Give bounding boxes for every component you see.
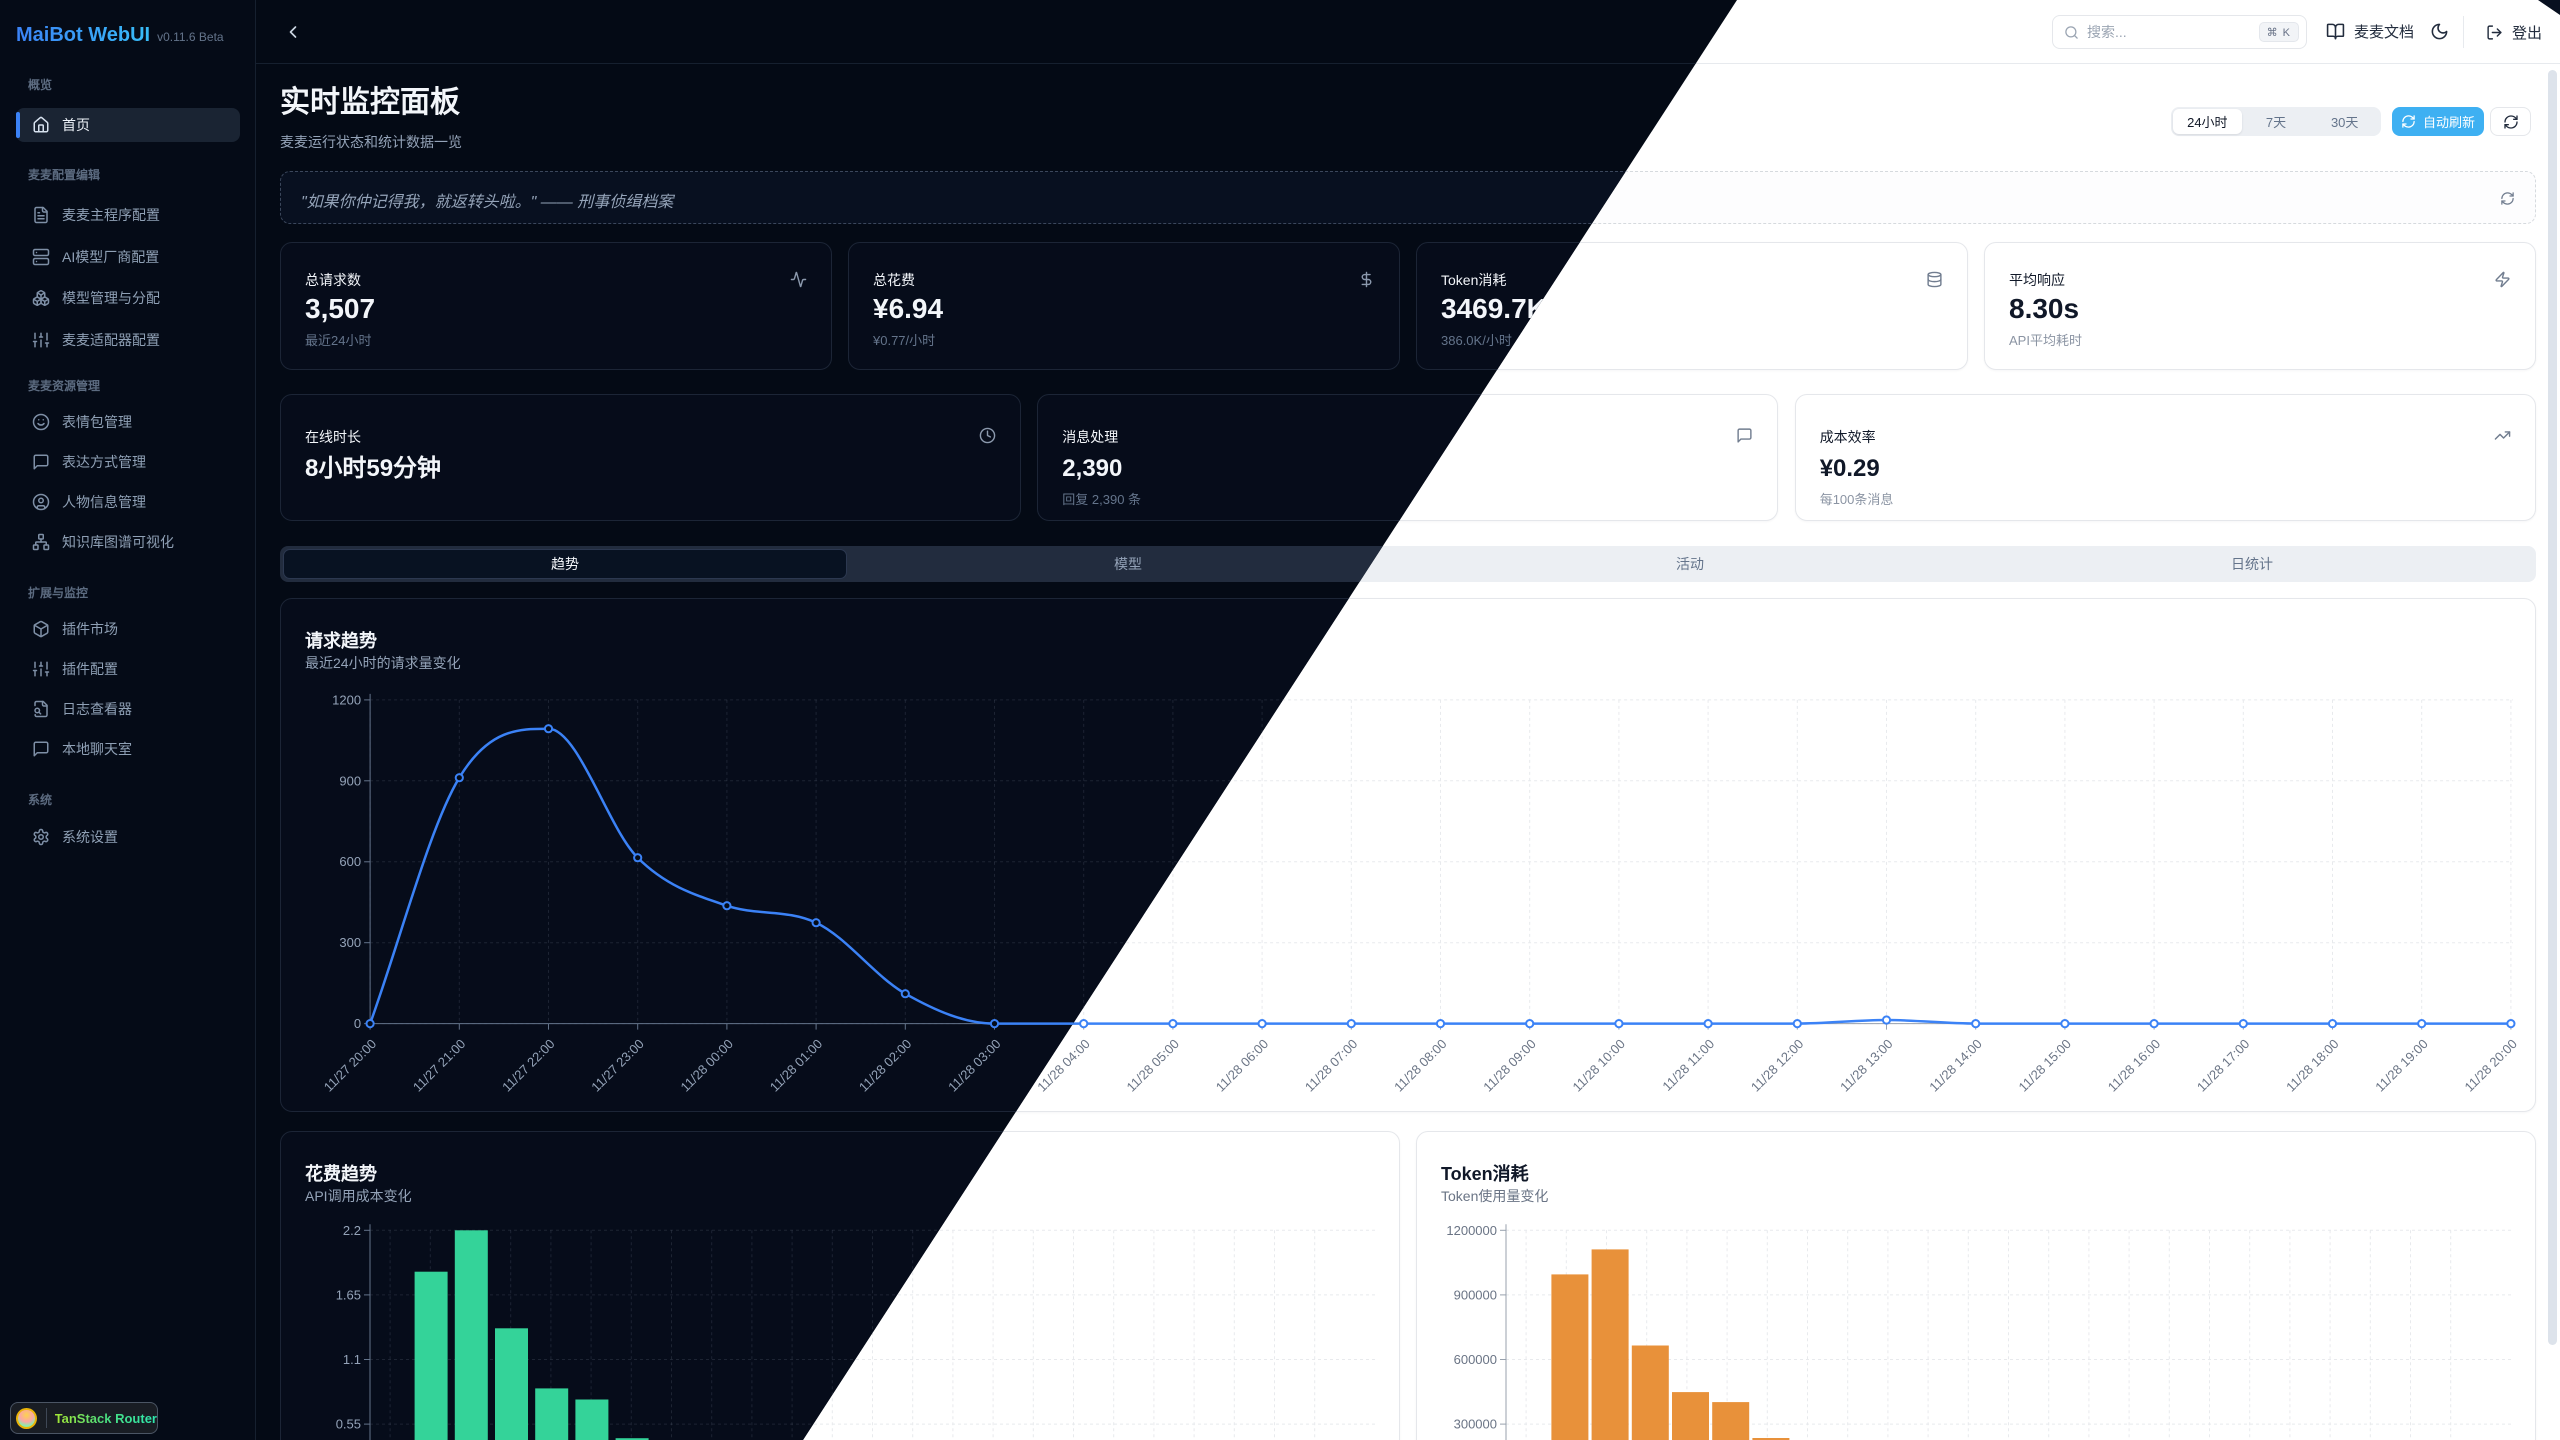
svg-text:11/28 19:00: 11/28 19:00 — [2372, 1036, 2430, 1094]
svg-text:900000: 900000 — [1454, 1287, 1497, 1302]
svg-text:0.55: 0.55 — [336, 1416, 361, 1431]
svg-text:1200000: 1200000 — [1446, 1223, 1497, 1238]
svg-text:1200: 1200 — [332, 693, 361, 708]
svg-text:11/28 03:00: 11/28 03:00 — [945, 1036, 1003, 1094]
svg-text:11/28 11:00: 11/28 11:00 — [1659, 1036, 1717, 1094]
svg-text:300: 300 — [339, 935, 361, 950]
svg-text:11/27 23:00: 11/27 23:00 — [588, 1036, 646, 1094]
svg-text:0: 0 — [354, 1016, 361, 1031]
svg-text:1.1: 1.1 — [343, 1352, 361, 1367]
svg-text:600000: 600000 — [1454, 1352, 1497, 1367]
svg-text:900: 900 — [339, 774, 361, 789]
svg-text:11/28 18:00: 11/28 18:00 — [2283, 1036, 2341, 1094]
svg-text:11/28 13:00: 11/28 13:00 — [1837, 1036, 1895, 1094]
svg-text:11/28 06:00: 11/28 06:00 — [1213, 1036, 1271, 1094]
svg-text:11/28 09:00: 11/28 09:00 — [1480, 1036, 1538, 1094]
svg-text:11/28 07:00: 11/28 07:00 — [1302, 1036, 1360, 1094]
svg-text:11/28 20:00: 11/28 20:00 — [2462, 1036, 2520, 1094]
svg-text:11/28 12:00: 11/28 12:00 — [1748, 1036, 1806, 1094]
svg-text:11/28 01:00: 11/28 01:00 — [767, 1036, 825, 1094]
svg-text:11/27 20:00: 11/27 20:00 — [321, 1036, 379, 1094]
svg-text:11/28 14:00: 11/28 14:00 — [1926, 1036, 1984, 1094]
svg-text:11/28 16:00: 11/28 16:00 — [2105, 1036, 2163, 1094]
svg-text:11/28 08:00: 11/28 08:00 — [1391, 1036, 1449, 1094]
svg-text:600: 600 — [339, 854, 361, 869]
svg-text:11/27 22:00: 11/27 22:00 — [499, 1036, 557, 1094]
svg-text:11/27 21:00: 11/27 21:00 — [410, 1036, 468, 1094]
svg-text:1.65: 1.65 — [336, 1287, 361, 1302]
svg-text:11/28 02:00: 11/28 02:00 — [856, 1036, 914, 1094]
svg-text:11/28 15:00: 11/28 15:00 — [2016, 1036, 2074, 1094]
svg-text:11/28 00:00: 11/28 00:00 — [678, 1036, 736, 1094]
svg-text:300000: 300000 — [1454, 1416, 1497, 1431]
svg-text:2.2: 2.2 — [343, 1223, 361, 1238]
svg-text:11/28 05:00: 11/28 05:00 — [1124, 1036, 1182, 1094]
svg-text:11/28 17:00: 11/28 17:00 — [2194, 1036, 2252, 1094]
svg-text:11/28 10:00: 11/28 10:00 — [1570, 1036, 1628, 1094]
